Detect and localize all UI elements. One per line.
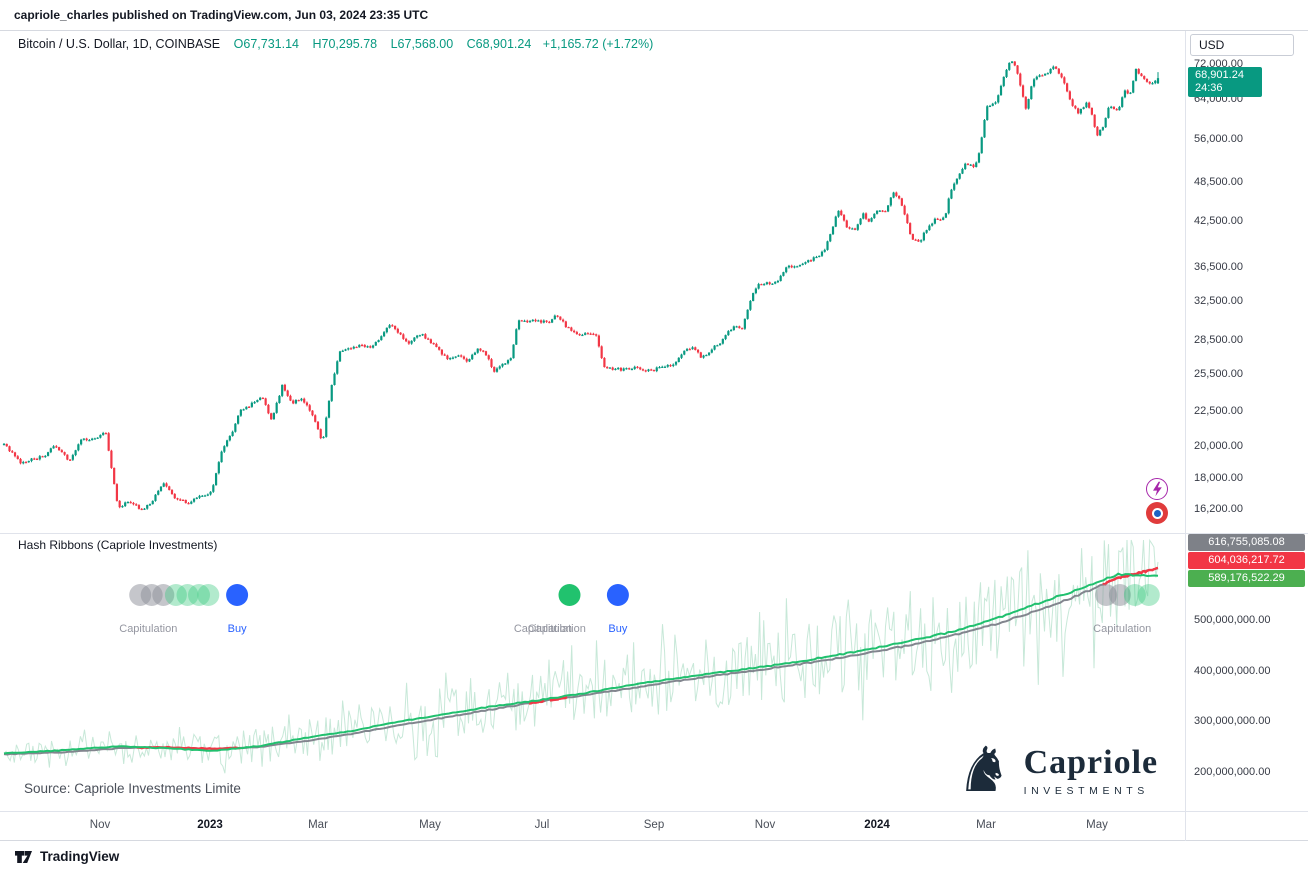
capitulation-segment	[528, 699, 545, 705]
indicator-tick-label: 500,000,000.00	[1194, 614, 1271, 626]
time-tick-label: Nov	[754, 819, 776, 831]
price-tick-label: 25,500.00	[1194, 367, 1243, 380]
symbol-name[interactable]: Bitcoin / U.S. Dollar, 1D, COINBASE	[18, 37, 221, 51]
footer: TradingView	[0, 841, 1308, 872]
price-tick-label: 48,500.00	[1194, 175, 1243, 188]
candlestick-pane	[2, 61, 1160, 511]
indicator-tick-label: 300,000,000.00	[1194, 715, 1271, 727]
capitulation-label: Capitulation	[1093, 623, 1151, 635]
capitulation-marker	[1108, 584, 1131, 606]
capitulation-label: Capitulation	[119, 623, 177, 635]
currency-selector[interactable]: USD	[1190, 34, 1294, 56]
chart-frame: Capitulation Buy Capitulation Capitulation B…	[0, 30, 1308, 842]
separators	[0, 31, 1308, 842]
time-tick-label: Nov	[89, 819, 111, 831]
open-ohlc: O67,731.14	[233, 37, 299, 51]
horse-icon: ♞	[956, 733, 1012, 806]
bar-countdown: 24:36	[1195, 82, 1223, 94]
hashrate-30d-badge: 589,176,522.29	[1188, 570, 1305, 587]
capitulation-marker	[152, 584, 175, 606]
price-tick-label: 32,500.00	[1194, 295, 1243, 308]
pane-indicator-logos	[1146, 478, 1170, 526]
high-ohlc: H70,295.78	[312, 37, 378, 51]
price-tick-label: 56,000.00	[1194, 132, 1243, 145]
price-tick-label: 36,500.00	[1194, 260, 1243, 273]
capitulation-marker	[188, 584, 210, 606]
time-tick-label: Sep	[643, 819, 665, 831]
capriole-sub-text: INVESTMENTS	[1023, 784, 1149, 797]
last-price-badge: 68,901.24 24:36	[1188, 67, 1262, 97]
price-tick-label: 20,000.00	[1194, 440, 1243, 453]
time-tick-label: Mar	[976, 819, 996, 831]
capitulation-label: Capitulation	[514, 623, 572, 635]
capitulation-marker	[1137, 584, 1160, 606]
capriole-logo: ♞ Capriole INVESTMENTS	[956, 733, 1159, 806]
capitulation-marker	[197, 584, 220, 606]
hashrate-60d-badge: 604,036,217.72	[1188, 552, 1305, 569]
close-ohlc: C68,901.24	[466, 37, 532, 51]
time-tick-label: May	[1086, 819, 1108, 831]
last-price-value: 68,901.24	[1195, 69, 1244, 81]
time-tick-label: Jul	[534, 819, 550, 831]
indicator-tick-label: 400,000,000.00	[1194, 664, 1271, 677]
price-tick-label: 16,200.00	[1194, 503, 1243, 515]
time-axis[interactable]: Nov 2023 Mar May Jul Sep Nov 2024 Mar May	[0, 812, 1185, 842]
capriole-indicator-icon[interactable]	[1146, 502, 1168, 524]
change-value: +1,165.72 (+1.72%)	[542, 37, 654, 51]
price-tick-label: 18,000.00	[1194, 471, 1243, 484]
publisher-line: capriole_charles published on TradingVie…	[14, 8, 429, 22]
indicator-tick-label: 200,000,000.00	[1194, 765, 1271, 778]
buy-signal-marker	[226, 584, 249, 606]
time-tick-label: Mar	[308, 819, 328, 831]
capitulation-segment	[549, 696, 568, 702]
currency-label: USD	[1199, 38, 1225, 52]
price-tick-label: 22,500.00	[1194, 405, 1243, 417]
capitulation-label: Capitulation	[528, 623, 586, 635]
time-tick-label: 2023	[197, 819, 223, 831]
price-tick-label: 42,500.00	[1194, 215, 1243, 228]
capriole-brand-text: Capriole	[1023, 743, 1159, 781]
tradingview-logo-icon[interactable]	[14, 847, 33, 866]
capitulation-marker	[176, 584, 199, 606]
buy-signal-label: Buy	[228, 623, 247, 635]
price-tick-label: 28,500.00	[1194, 334, 1243, 347]
capriole-icon-core	[1151, 507, 1163, 519]
time-tick-label: 2024	[864, 819, 890, 831]
low-ohlc: L67,568.00	[390, 37, 454, 51]
publish-header: capriole_charles published on TradingVie…	[0, 0, 1308, 30]
source-attribution: Source: Capriole Investments Limite	[24, 781, 241, 796]
buy-signal-marker	[606, 584, 629, 606]
indicator-title[interactable]: Hash Ribbons (Capriole Investments)	[18, 538, 218, 552]
capitulation-marker	[1123, 584, 1146, 606]
symbol-info-bar[interactable]: Bitcoin / U.S. Dollar, 1D, COINBASE O67,…	[18, 37, 653, 51]
buy-signal-label: Buy	[608, 623, 627, 635]
capitulation-marker	[164, 584, 187, 606]
lightning-indicator-icon[interactable]	[1146, 478, 1168, 500]
hashrate-30d-line	[3, 572, 1159, 755]
time-tick-label: May	[419, 819, 441, 831]
hashrate-raw-badge: 616,755,085.08	[1188, 534, 1305, 551]
hashrate-raw-line	[3, 538, 1159, 774]
capitulation-marker	[558, 584, 581, 606]
price-axis[interactable]: USD 68,901.24 24:36 616,755,085.08 604,0…	[1186, 31, 1308, 812]
tradingview-wordmark[interactable]: TradingView	[40, 849, 120, 864]
